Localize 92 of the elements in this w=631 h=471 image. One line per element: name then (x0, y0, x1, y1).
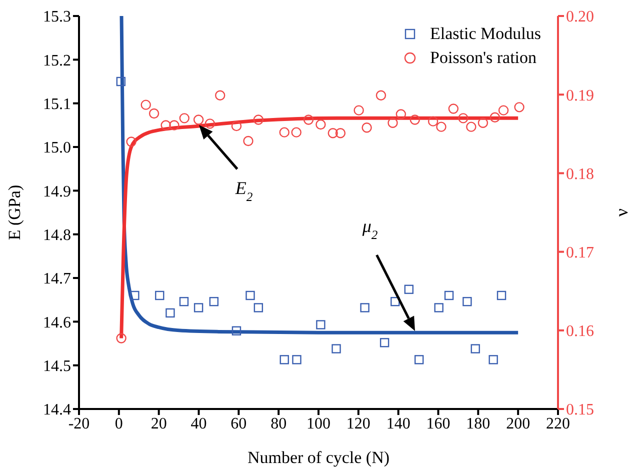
point (148, 108, 160, 119)
point (316, 119, 326, 130)
y-tick-label: 14.5 (43, 358, 71, 376)
point (160, 120, 171, 130)
point (428, 116, 438, 126)
point (414, 355, 424, 364)
x-axis-title: Number of cycle (N) (247, 448, 390, 467)
point (380, 338, 390, 348)
point (253, 114, 264, 125)
point (254, 303, 264, 312)
point (458, 113, 468, 124)
point (303, 114, 314, 125)
point (130, 290, 140, 300)
point (291, 127, 302, 138)
point (328, 128, 338, 138)
point (179, 296, 189, 306)
point (179, 113, 190, 124)
x-tick-label: 80 (270, 415, 287, 432)
point (292, 355, 302, 364)
point (232, 326, 242, 336)
x-tick-label: -20 (68, 415, 90, 432)
x-tick-label: 100 (306, 415, 330, 432)
point (204, 118, 216, 129)
y-axis-title: E (GPa) (5, 184, 24, 240)
point (396, 109, 406, 120)
point (126, 136, 136, 147)
point (116, 76, 126, 86)
point (280, 355, 289, 364)
point (316, 320, 326, 330)
point (194, 303, 204, 312)
point (332, 344, 341, 354)
point (169, 120, 180, 130)
x-tick-label: 180 (466, 415, 490, 432)
point (246, 290, 255, 300)
y2-tick-label: 0.19 (566, 87, 594, 104)
point (434, 303, 444, 312)
point (354, 105, 364, 116)
point (436, 122, 446, 132)
y-tick-label: 15.3 (43, 8, 71, 26)
x-tick-label: 20 (150, 415, 167, 432)
y2-tick-label: 0.17 (566, 244, 594, 262)
x-tick-label: 200 (506, 415, 530, 432)
point (388, 118, 398, 128)
y-tick-label: 14.7 (43, 270, 71, 288)
point (470, 344, 480, 354)
point (488, 355, 498, 364)
y2-tick-label: 0.18 (566, 166, 594, 183)
point (155, 290, 164, 300)
point (335, 128, 346, 138)
y2-tick-label: 0.16 (566, 323, 594, 340)
point (362, 122, 372, 133)
point (448, 104, 459, 114)
x-tick-label: 60 (230, 415, 247, 432)
y2-tick-label: 0.20 (566, 8, 594, 26)
y-tick-label: 14.4 (43, 402, 71, 419)
point (490, 112, 500, 122)
point (496, 290, 506, 300)
point (193, 114, 204, 125)
x-tick-label: 160 (426, 415, 450, 432)
point (166, 308, 175, 318)
legend-label: Poisson's ration (430, 48, 537, 68)
point (360, 303, 370, 312)
point (462, 296, 472, 306)
point (498, 105, 509, 116)
y-tick-label: 14.8 (43, 227, 71, 244)
point (231, 120, 242, 132)
point (209, 296, 219, 306)
point (478, 118, 488, 128)
y-tick-label: 14.9 (43, 183, 71, 200)
point (466, 122, 476, 132)
y2-axis-title: ν (611, 208, 631, 217)
point (116, 333, 126, 344)
y-tick-label: 15.1 (43, 96, 71, 114)
point (514, 102, 524, 112)
point (444, 290, 454, 300)
point (215, 90, 226, 100)
x-tick-label: 40 (190, 415, 207, 432)
point (279, 127, 290, 138)
x-tick-label: 0 (114, 415, 123, 432)
annotation: μ$_{2}$ (361, 216, 378, 242)
y-tick-label: 14.6 (43, 314, 71, 332)
y-tick-label: 15.0 (43, 140, 71, 157)
x-tick-label: 120 (346, 415, 370, 432)
y-tick-label: 15.2 (43, 52, 71, 70)
point (243, 136, 254, 146)
legend-label: Elastic Modulus (430, 24, 541, 44)
x-tick-label: 140 (386, 415, 410, 432)
annotation: E$_{2}$ (234, 178, 254, 204)
point (404, 284, 414, 294)
point (140, 100, 151, 110)
point (376, 90, 386, 100)
point (410, 114, 420, 125)
